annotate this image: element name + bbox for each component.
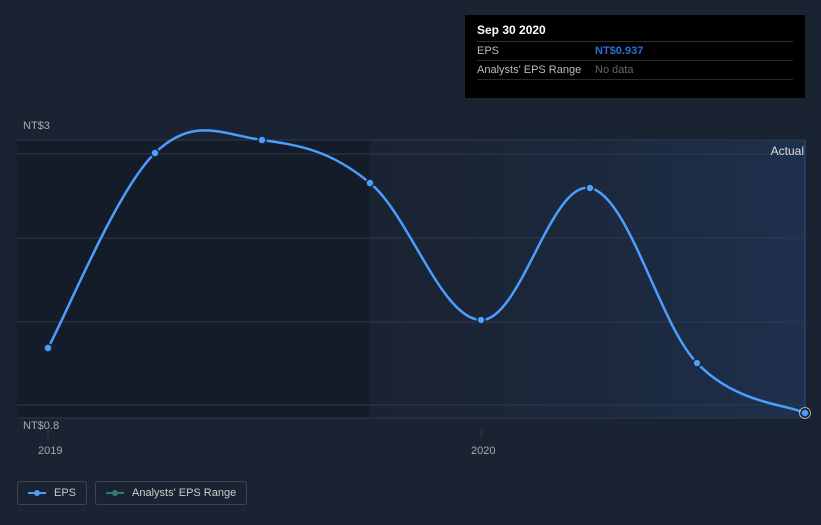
tooltip-label: EPS <box>477 45 595 57</box>
legend-label: EPS <box>54 487 76 499</box>
legend-swatch-icon <box>28 489 46 497</box>
tooltip-value: No data <box>595 64 634 76</box>
tooltip-value: NT$0.937 <box>595 45 643 57</box>
legend-label: Analysts' EPS Range <box>132 487 236 499</box>
chart-tooltip: Sep 30 2020 EPS NT$0.937 Analysts' EPS R… <box>465 15 805 98</box>
legend-item-eps[interactable]: EPS <box>17 481 87 505</box>
tooltip-row: Analysts' EPS Range No data <box>477 61 793 80</box>
x-axis-label-2020: 2020 <box>471 445 495 457</box>
y-axis-label-top: NT$3 <box>23 120 50 132</box>
tooltip-label: Analysts' EPS Range <box>477 64 595 76</box>
tooltip-row: EPS NT$0.937 <box>477 42 793 61</box>
legend-item-analysts-range[interactable]: Analysts' EPS Range <box>95 481 247 505</box>
legend-swatch-icon <box>106 489 124 497</box>
chart-legend: EPS Analysts' EPS Range <box>17 481 247 505</box>
actual-label: Actual <box>771 144 804 158</box>
y-axis-label-bottom: NT$0.8 <box>23 420 59 432</box>
tooltip-date: Sep 30 2020 <box>477 23 793 42</box>
x-axis-label-2019: 2019 <box>38 445 62 457</box>
